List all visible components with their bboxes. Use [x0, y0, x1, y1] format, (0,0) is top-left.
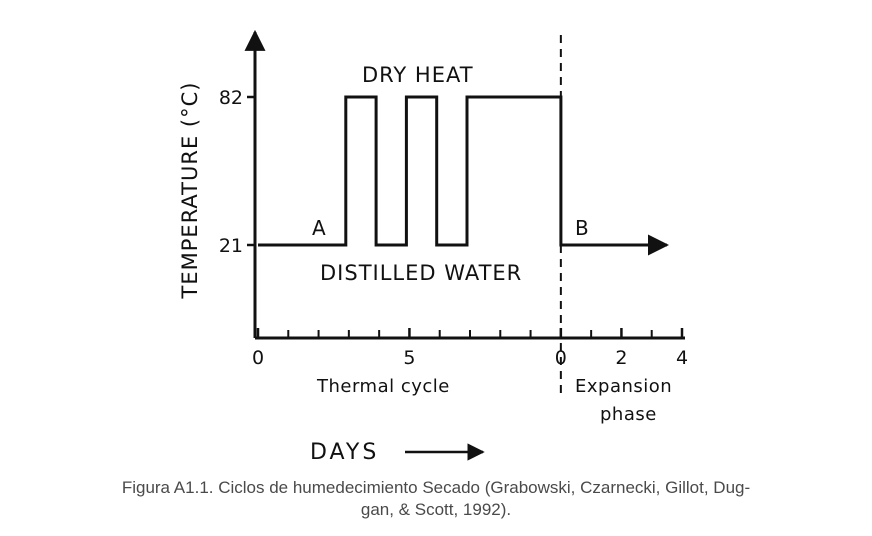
caption-line-1: Figura A1.1. Ciclos de humedecimiento Se…	[121, 478, 751, 497]
temperature-series-line	[258, 95, 670, 256]
distilled-water-label: DISTILLED WATER	[320, 261, 522, 285]
y-axis-title: TEMPERATURE (°C)	[178, 82, 202, 300]
x-tick-label: 5	[403, 347, 415, 369]
figure-caption: Figura A1.1. Ciclos de humedecimiento Se…	[30, 477, 842, 521]
point-b-label: B	[575, 216, 590, 240]
dry-heat-label: DRY HEAT	[362, 63, 474, 87]
x-tick-label: 4	[676, 347, 688, 369]
expansion-phase-label-line2: phase	[600, 404, 657, 425]
x-axis-title: DAYS	[310, 440, 379, 465]
y-tick-label: 82	[219, 87, 243, 109]
y-tick-label: 21	[219, 235, 243, 257]
caption-line-2: gan, & Scott, 1992).	[360, 500, 512, 519]
expansion-phase-label-line1: Expansion	[575, 376, 672, 397]
y-ticks: 21 82	[219, 87, 255, 257]
point-a-label: A	[312, 216, 327, 240]
x-tick-label: 2	[615, 347, 627, 369]
x-ticks: 05024	[252, 328, 688, 369]
thermal-cycle-label: Thermal cycle	[316, 376, 450, 397]
x-tick-label: 0	[252, 347, 264, 369]
